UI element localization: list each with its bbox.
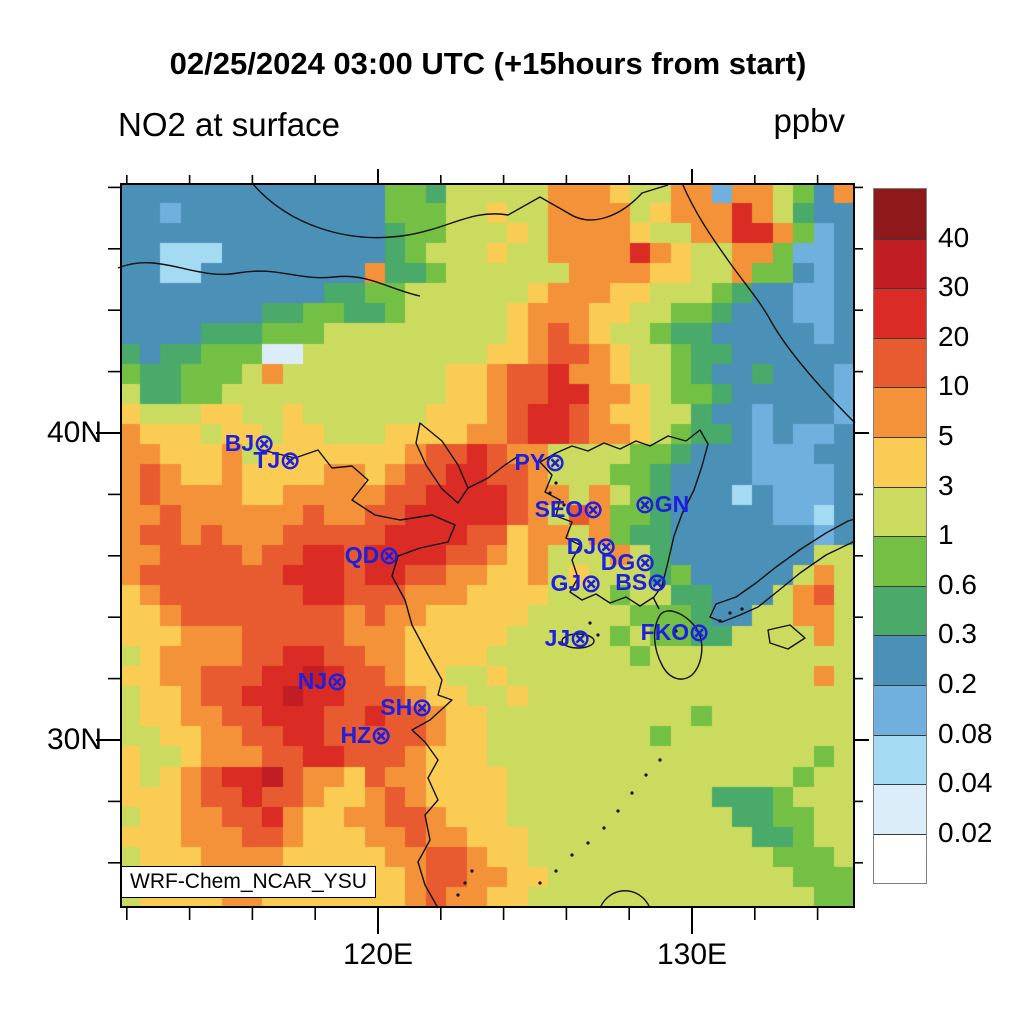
- station-marker-FKO: FKO ⊗: [640, 617, 710, 647]
- station-marker-SEO: SEO ⊗: [534, 494, 604, 524]
- circled-times-icon: ⊗: [634, 489, 656, 519]
- colorbar-box-6: [874, 486, 926, 537]
- station-marker-GN: ⊗ GN: [634, 489, 690, 519]
- colorbar-tick-0.2: 0.2: [938, 668, 977, 699]
- lon-tick-label-120E: 120E: [342, 938, 414, 971]
- colorbar-box-7: [874, 536, 926, 586]
- plot-time-title: 02/25/2024 03:00 UTC (+15hours from star…: [169, 46, 807, 81]
- station-marker-BS: BS ⊗: [615, 567, 668, 597]
- station-marker-SH: SH ⊗: [380, 692, 433, 722]
- station-label: SEO: [534, 495, 584, 522]
- station-label: GN: [654, 490, 690, 517]
- colorbar-box-13: [874, 833, 926, 884]
- colorbar-tick-40: 40: [938, 221, 970, 253]
- colorbar-box-1: [874, 238, 926, 289]
- circled-times-icon: ⊗: [544, 447, 566, 477]
- circled-times-icon: ⊗: [569, 623, 591, 653]
- station-label: GJ: [550, 569, 582, 596]
- colorbar-tick-5: 5: [938, 420, 954, 451]
- colorbar-box-8: [874, 585, 926, 636]
- circled-times-icon: ⊗: [688, 617, 710, 647]
- colorbar-box-3: [874, 337, 926, 388]
- station-label: FKO: [640, 618, 690, 645]
- colorbar-box-10: [874, 684, 926, 735]
- station-marker-DG: DG ⊗: [600, 547, 656, 577]
- model-credit-badge: WRF-Chem_NCAR_YSU: [121, 866, 376, 899]
- colorbar-box-5: [874, 436, 926, 487]
- colorbar-tick-0.02: 0.02: [938, 816, 993, 848]
- colorbar-box-12: [874, 784, 926, 834]
- colorbar-tick-0.3: 0.3: [938, 618, 977, 650]
- station-marker-PY: PY ⊗: [514, 447, 566, 477]
- lat-tick-label-40N: 40N: [46, 416, 102, 449]
- lat-tick-label-30N: 30N: [46, 723, 102, 756]
- station-label: NJ: [297, 667, 328, 694]
- circled-times-icon: ⊗: [279, 445, 301, 475]
- colorbar-tick-20: 20: [938, 320, 970, 352]
- station-marker-DJ: DJ ⊗: [566, 531, 617, 561]
- station-label: JJ: [544, 624, 571, 651]
- no2-field-heatmap: [120, 183, 855, 908]
- circled-times-icon: ⊗: [378, 540, 400, 570]
- station-label: TJ: [253, 446, 281, 473]
- station-marker-NJ: NJ ⊗: [297, 666, 348, 696]
- colorbar-tick-1: 1: [938, 519, 954, 551]
- colorbar-box-2: [874, 288, 926, 338]
- units-label: ppbv: [773, 102, 845, 139]
- colorbar-box-0: [874, 189, 926, 239]
- circled-times-icon: ⊗: [326, 666, 348, 696]
- station-marker-JJ: JJ ⊗: [544, 623, 591, 653]
- station-marker-TJ: TJ ⊗: [253, 445, 301, 475]
- circled-times-icon: ⊗: [253, 428, 275, 458]
- circled-times-icon: ⊗: [646, 567, 668, 597]
- colorbar-tick-0.04: 0.04: [938, 767, 993, 799]
- station-marker-QD: QD ⊗: [344, 540, 400, 570]
- colorbar-box-11: [874, 734, 926, 785]
- station-marker-GJ: GJ ⊗: [550, 568, 602, 598]
- circled-times-icon: ⊗: [411, 692, 433, 722]
- colorbar-box-9: [874, 635, 926, 685]
- colorbar-tick-0.08: 0.08: [938, 717, 993, 749]
- colorbar-box-4: [874, 387, 926, 437]
- colorbar-tick-3: 3: [938, 469, 954, 501]
- colorbar: [873, 188, 927, 885]
- station-label: QD: [344, 541, 380, 568]
- colorbar-tick-0.6: 0.6: [938, 568, 977, 600]
- station-label: DG: [600, 548, 636, 575]
- station-label: SH: [380, 693, 413, 720]
- station-label: BS: [615, 568, 648, 595]
- station-marker-BJ: BJ ⊗: [224, 428, 275, 458]
- station-label: PY: [514, 448, 546, 475]
- station-label: DJ: [566, 532, 597, 559]
- colorbar-tick-30: 30: [938, 271, 970, 303]
- station-label: BJ: [224, 429, 255, 456]
- circled-times-icon: ⊗: [634, 547, 656, 577]
- station-marker-HZ: HZ ⊗: [340, 720, 392, 750]
- station-label: HZ: [340, 721, 372, 748]
- colorbar-tick-10: 10: [938, 370, 970, 402]
- lon-tick-label-130E: 130E: [656, 938, 728, 971]
- circled-times-icon: ⊗: [370, 720, 392, 750]
- circled-times-icon: ⊗: [595, 531, 617, 561]
- circled-times-icon: ⊗: [582, 494, 604, 524]
- circled-times-icon: ⊗: [580, 568, 602, 598]
- variable-title: NO2 at surface: [118, 106, 340, 143]
